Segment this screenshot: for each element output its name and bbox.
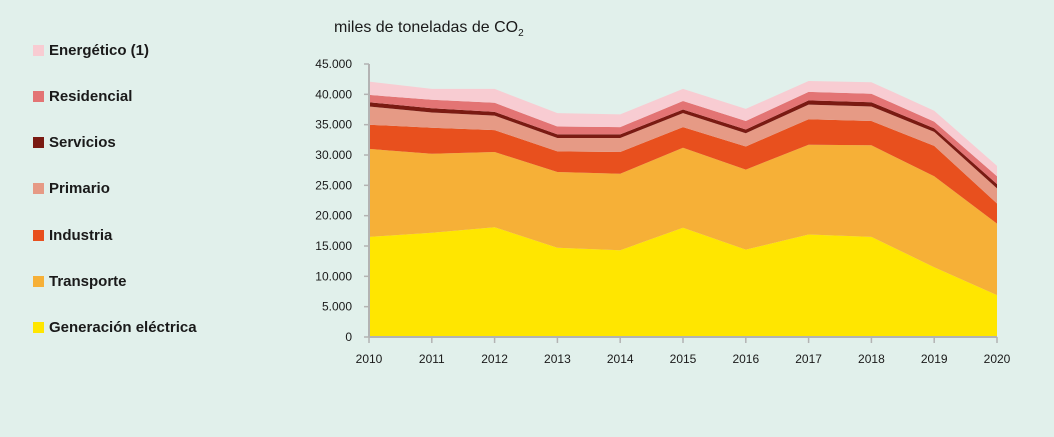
legend-item-industria: Industria — [33, 225, 112, 245]
area-residencial — [369, 91, 997, 185]
y-tick-label: 35.000 — [315, 118, 352, 132]
legend-label: Transporte — [49, 273, 127, 290]
y-tick-label: 20.000 — [315, 209, 352, 223]
y-tick-label: 40.000 — [315, 87, 352, 101]
legend-swatch — [33, 183, 44, 195]
legend-item-servicios: Servicios — [33, 133, 116, 153]
legend-swatch — [33, 322, 44, 334]
x-tick-label: 2019 — [921, 352, 948, 366]
legend-item-primario: Primario — [33, 179, 110, 199]
x-tick-label: 2016 — [732, 352, 759, 366]
area-servicios — [369, 100, 997, 189]
x-tick-label: 2018 — [858, 352, 885, 366]
y-tick-label: 10.000 — [315, 269, 352, 283]
x-tick-label: 2013 — [544, 352, 571, 366]
x-tick-label: 2017 — [795, 352, 822, 366]
legend-label: Generación eléctrica — [49, 319, 197, 337]
area-primario — [369, 104, 997, 204]
y-tick-label: 30.000 — [315, 148, 352, 162]
legend-item-energetico-1: Energético (1) — [33, 40, 149, 60]
legend-item-generacion-electrica: Generación eléctrica — [33, 318, 197, 338]
legend-swatch — [33, 137, 44, 149]
legend-swatch — [33, 229, 44, 241]
legend-label: Energético (1) — [49, 41, 150, 59]
y-tick-label: 0 — [345, 330, 352, 344]
area-transporte — [369, 144, 997, 296]
y-tick-label: 45.000 — [315, 57, 352, 71]
y-tick-label: 5.000 — [322, 300, 352, 314]
area-industria — [369, 119, 997, 224]
x-tick-label: 2011 — [419, 352, 445, 366]
legend-label: Residencial — [49, 87, 133, 105]
legend-label: Primario — [49, 180, 110, 198]
legend-item-residencial: Residencial — [33, 86, 132, 106]
legend-label: Servicios — [49, 134, 116, 152]
legend-label: Industria — [49, 226, 113, 244]
x-tick-label: 2020 — [984, 352, 1011, 366]
x-tick-label: 2010 — [356, 352, 383, 366]
legend-item-transporte: Transporte — [33, 272, 127, 292]
legend-swatch — [33, 44, 44, 56]
y-unit-label: miles de toneladas de CO2 — [334, 19, 524, 40]
y-tick-label: 25.000 — [315, 178, 352, 192]
y-tick-label: 15.000 — [315, 239, 352, 253]
legend-swatch — [33, 90, 44, 102]
area-energetico-1 — [369, 81, 997, 177]
x-tick-label: 2014 — [607, 352, 634, 366]
x-tick-label: 2012 — [481, 352, 508, 366]
area-generacion-electrica — [369, 227, 997, 337]
legend-swatch — [33, 276, 44, 287]
x-tick-label: 2015 — [670, 352, 697, 366]
